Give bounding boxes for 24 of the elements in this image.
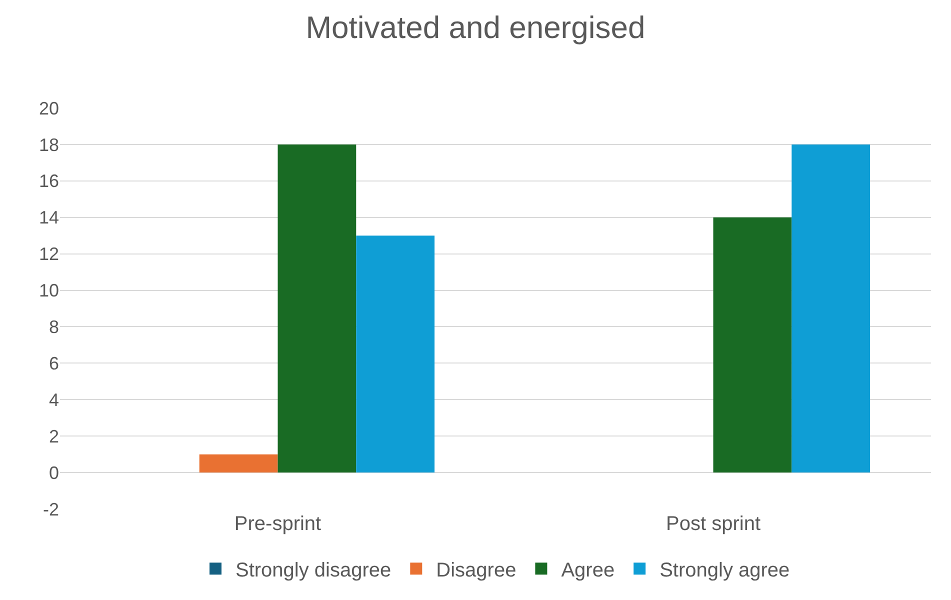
y-tick-label: 4 bbox=[48, 390, 59, 410]
bar bbox=[278, 144, 356, 473]
y-tick-label: 0 bbox=[48, 462, 59, 483]
y-tick-label: 6 bbox=[48, 353, 59, 374]
x-tick-label: Pre-sprint bbox=[234, 513, 322, 535]
y-tick-label: 16 bbox=[38, 171, 59, 192]
y-tick-label: -2 bbox=[42, 499, 59, 520]
y-tick-label: 18 bbox=[38, 134, 59, 155]
legend-label: Agree bbox=[561, 559, 615, 582]
y-tick-label: 10 bbox=[38, 280, 59, 301]
y-tick-label: 8 bbox=[48, 317, 59, 338]
bar bbox=[356, 236, 435, 473]
chart-title: Motivated and energised bbox=[306, 10, 646, 45]
legend-label: Disagree bbox=[436, 559, 516, 582]
legend-label: Strongly agree bbox=[660, 559, 790, 582]
y-tick-label: 14 bbox=[38, 208, 59, 228]
y-tick-label: 12 bbox=[38, 244, 59, 264]
x-tick-label: Post sprint bbox=[666, 513, 761, 535]
y-tick-label: 20 bbox=[38, 98, 59, 118]
bar bbox=[199, 454, 278, 473]
y-tick-label: 2 bbox=[48, 426, 59, 446]
bar bbox=[792, 144, 870, 473]
legend-label: Strongly disagree bbox=[236, 559, 392, 582]
bar bbox=[713, 217, 792, 473]
